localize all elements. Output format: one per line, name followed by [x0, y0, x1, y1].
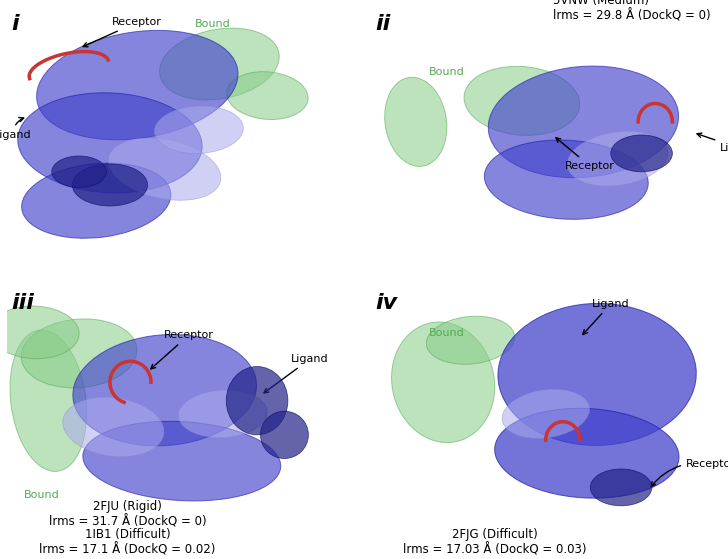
- Ellipse shape: [0, 306, 79, 359]
- Ellipse shape: [484, 140, 648, 219]
- Ellipse shape: [392, 322, 495, 443]
- Ellipse shape: [498, 304, 696, 446]
- Ellipse shape: [154, 106, 243, 154]
- Text: Ligand: Ligand: [0, 117, 31, 140]
- Text: Receptor: Receptor: [151, 330, 213, 369]
- Text: Receptor: Receptor: [651, 459, 728, 486]
- Text: Bound: Bound: [429, 328, 464, 338]
- Text: Receptor: Receptor: [83, 17, 162, 47]
- Ellipse shape: [384, 77, 447, 167]
- Ellipse shape: [21, 319, 137, 388]
- Ellipse shape: [63, 397, 164, 457]
- Ellipse shape: [502, 389, 590, 438]
- Ellipse shape: [52, 156, 106, 188]
- Ellipse shape: [72, 164, 148, 206]
- Ellipse shape: [427, 316, 515, 364]
- Ellipse shape: [10, 330, 87, 471]
- Text: Receptor: Receptor: [556, 138, 615, 171]
- Ellipse shape: [17, 93, 202, 193]
- Text: Bound: Bound: [194, 20, 231, 30]
- Text: Ligand: Ligand: [264, 354, 329, 393]
- Ellipse shape: [590, 469, 652, 506]
- Text: Ligand: Ligand: [697, 133, 728, 153]
- Text: iv: iv: [375, 293, 397, 314]
- Ellipse shape: [494, 408, 679, 498]
- Text: 1IB1 (Difficult)
lrms = 17.1 Å (DockQ = 0.02): 1IB1 (Difficult) lrms = 17.1 Å (DockQ = …: [39, 528, 215, 556]
- Ellipse shape: [488, 66, 678, 178]
- Ellipse shape: [73, 334, 256, 446]
- Text: i: i: [11, 14, 18, 34]
- Ellipse shape: [261, 411, 309, 458]
- Text: ii: ii: [375, 14, 390, 34]
- Text: Bound: Bound: [23, 490, 60, 500]
- Ellipse shape: [108, 138, 221, 200]
- Ellipse shape: [226, 72, 308, 120]
- Ellipse shape: [22, 163, 171, 238]
- Ellipse shape: [159, 28, 280, 100]
- Text: iii: iii: [11, 293, 33, 314]
- Text: 5VNW (Medium)
lrms = 29.8 Å (DockQ = 0): 5VNW (Medium) lrms = 29.8 Å (DockQ = 0): [553, 0, 711, 22]
- Text: Ligand: Ligand: [583, 299, 630, 334]
- Ellipse shape: [178, 390, 267, 438]
- Ellipse shape: [226, 367, 288, 435]
- Text: Bound: Bound: [429, 67, 464, 77]
- Ellipse shape: [611, 135, 673, 172]
- Ellipse shape: [464, 67, 579, 135]
- Ellipse shape: [36, 30, 238, 140]
- Text: 2FJG (Difficult)
lrms = 17.03 Å (DockQ = 0.03): 2FJG (Difficult) lrms = 17.03 Å (DockQ =…: [403, 528, 587, 556]
- Ellipse shape: [567, 131, 668, 186]
- Text: 2FJU (Rigid)
lrms = 31.7 Å (DockQ = 0): 2FJU (Rigid) lrms = 31.7 Å (DockQ = 0): [49, 500, 206, 528]
- Ellipse shape: [83, 421, 281, 501]
